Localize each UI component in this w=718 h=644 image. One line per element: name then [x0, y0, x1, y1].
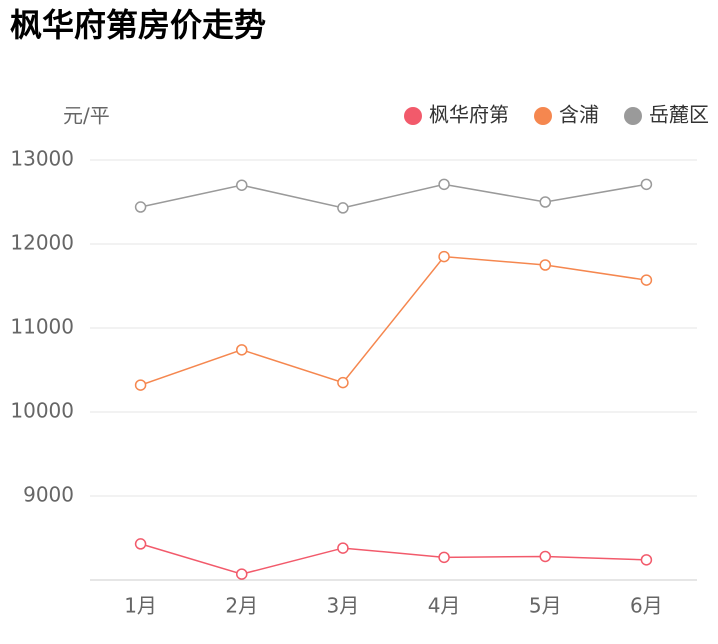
point-marker [438, 551, 450, 564]
chart-title: 枫华府第房价走势 [10, 6, 266, 44]
x-tick-label: 2月 [225, 594, 258, 618]
point-marker [438, 250, 450, 263]
point-marker [539, 259, 551, 271]
x-tick-label: 3月 [327, 594, 360, 618]
series-line [140, 543, 647, 575]
legend-label: 枫华府第 [429, 103, 509, 127]
point-marker [640, 178, 653, 191]
x-tick-label: 5月 [529, 594, 562, 618]
point-marker [236, 344, 248, 356]
legend-label: 含浦 [559, 103, 599, 127]
y-tick-label: 13000 [10, 147, 74, 171]
point-marker [236, 568, 248, 580]
point-marker [640, 554, 653, 566]
legend-swatch [534, 107, 552, 125]
point-marker [134, 379, 147, 391]
point-marker [539, 196, 551, 208]
x-tick-label: 4月 [428, 594, 461, 618]
point-marker [438, 178, 450, 191]
point-marker [337, 542, 349, 554]
series-line [140, 183, 647, 209]
x-tick-label: 6月 [630, 594, 663, 618]
point-marker [236, 179, 248, 191]
y-tick-label: 10000 [10, 399, 74, 423]
point-marker [134, 201, 147, 213]
point-marker [337, 202, 349, 214]
y-tick-label: 11000 [10, 315, 74, 339]
legend-label: 岳麓区 [649, 103, 709, 127]
point-marker [134, 538, 147, 550]
y-tick-label: 9000 [23, 483, 74, 507]
series-line [140, 255, 647, 386]
point-marker [337, 376, 349, 389]
y-tick-label: 12000 [10, 231, 74, 255]
point-marker [640, 274, 653, 286]
x-tick-label: 1月 [124, 594, 157, 618]
point-marker [539, 550, 551, 563]
legend-swatch [404, 107, 422, 125]
legend-swatch [624, 107, 642, 125]
y-axis-label: 元/平 [63, 104, 110, 128]
